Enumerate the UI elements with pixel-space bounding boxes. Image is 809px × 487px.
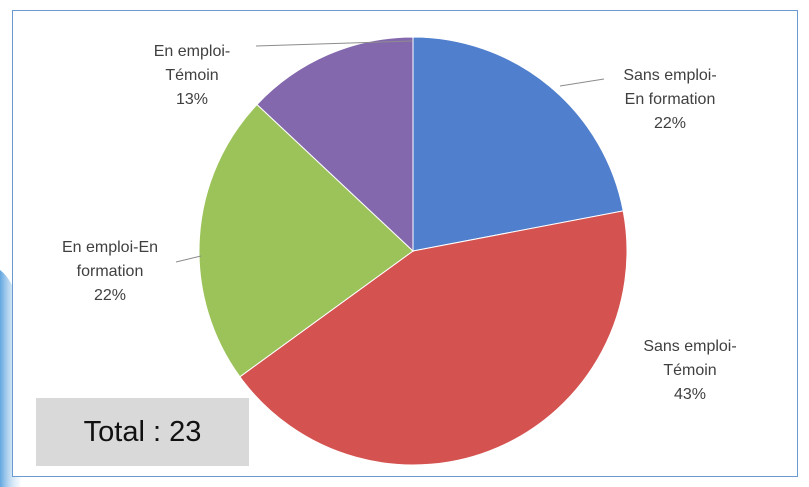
pie (198, 36, 628, 466)
pie-slice (412, 36, 624, 252)
data-label: Sans emploi-En formation 22% (620, 64, 720, 136)
percent-label: 13% (175, 91, 209, 108)
data-label: En emploi-Témoin 13% (146, 40, 238, 112)
category-name: Sans emploi-Témoin (643, 338, 737, 379)
data-label: Sans emploi-Témoin 43% (628, 335, 752, 407)
leader-line (175, 255, 202, 263)
leader-line (559, 78, 605, 87)
pie-slice (239, 210, 628, 466)
leader-line (255, 40, 413, 47)
category-name: En emploi-En formation (61, 239, 159, 280)
percent-label: 43% (673, 386, 707, 403)
pie-slice (256, 36, 414, 253)
data-label: En emploi-En formation 22% (56, 236, 164, 308)
category-name: Sans emploi-En formation (623, 67, 717, 108)
percent-label: 22% (653, 115, 687, 132)
percent-label: 22% (93, 287, 127, 304)
total-annotation: Total : 23 (36, 398, 249, 466)
category-name: En emploi-Témoin (153, 43, 231, 84)
pie-slice (198, 103, 414, 378)
